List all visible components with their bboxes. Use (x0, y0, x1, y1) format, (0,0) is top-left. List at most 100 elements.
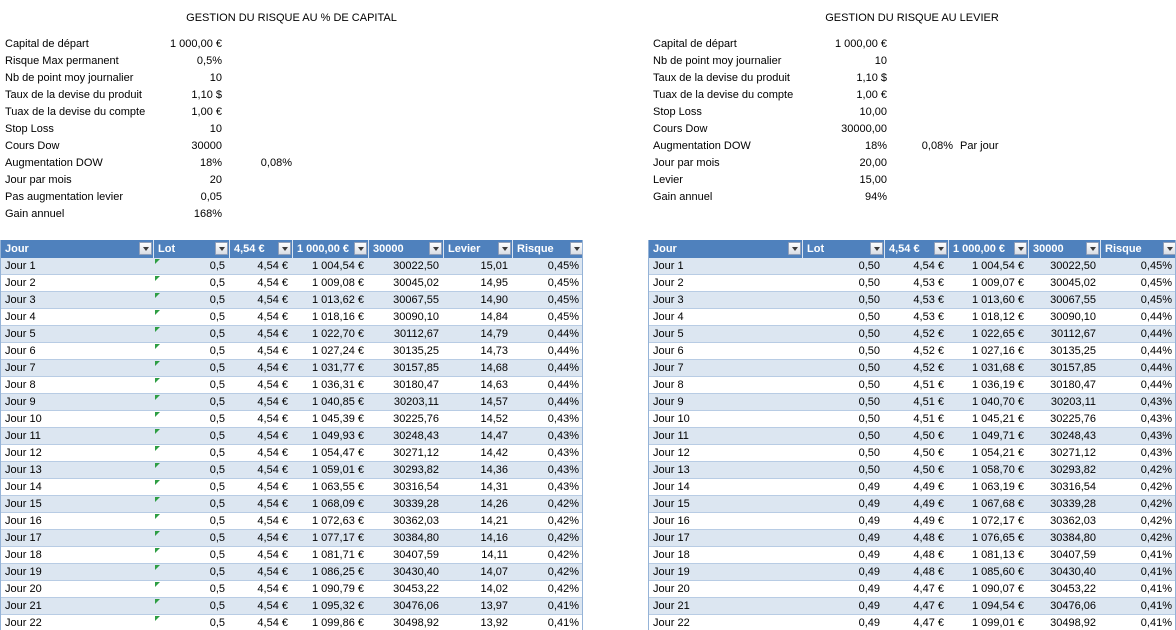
table-cell[interactable]: 30339,28 (393, 498, 439, 510)
param-value-cell[interactable]: 0,05 (200, 191, 222, 203)
table-cell[interactable]: 0,5 (154, 309, 230, 325)
table-cell[interactable]: 1 040,70 € (972, 396, 1024, 408)
table-cell[interactable]: 1 099,01 € (972, 617, 1024, 629)
table-cell[interactable]: 15,01 (480, 260, 508, 272)
table-cell[interactable]: 30498,92 (1050, 617, 1096, 629)
table-cell[interactable]: 1 036,31 € (312, 379, 364, 391)
table-cell[interactable]: 30022,50 (393, 260, 439, 272)
table-cell[interactable]: 0,5 (154, 258, 230, 274)
table-cell[interactable]: Jour 19 (5, 566, 42, 578)
table-cell[interactable]: 1 022,70 € (312, 328, 364, 340)
table-cell[interactable]: 1 063,19 € (972, 481, 1024, 493)
filter-button[interactable] (934, 242, 947, 255)
table-cell[interactable]: 0,50 (858, 430, 880, 442)
table-cell[interactable]: 1 027,24 € (312, 345, 364, 357)
param-value-cell[interactable]: 1 000,00 € (835, 38, 887, 50)
table-cell[interactable]: 0,42% (1140, 515, 1172, 527)
table-cell[interactable]: 1 076,65 € (972, 532, 1024, 544)
table-cell[interactable]: 14,21 (480, 515, 508, 527)
param-value-cell[interactable]: 94% (864, 191, 887, 203)
param-value-cell[interactable]: 18% (199, 157, 222, 169)
filter-button[interactable] (1163, 242, 1175, 255)
table-cell[interactable]: 1 027,16 € (972, 345, 1024, 357)
table-cell[interactable]: 30225,76 (393, 413, 439, 425)
param-value-cell[interactable]: 10 (874, 55, 887, 67)
table-cell[interactable]: 0,43% (1140, 430, 1172, 442)
table-cell[interactable]: Jour 3 (5, 294, 36, 306)
table-cell[interactable]: Jour 8 (653, 379, 684, 391)
table-cell[interactable]: 0,50 (858, 413, 880, 425)
table-cell[interactable]: 0,43% (1140, 447, 1172, 459)
table-cell[interactable]: 0,49 (858, 481, 880, 493)
table-cell[interactable]: 4,47 € (913, 600, 944, 612)
table-cell[interactable]: 1 095,32 € (312, 600, 364, 612)
table-cell[interactable]: 0,42% (1140, 498, 1172, 510)
table-cell[interactable]: 0,45% (547, 260, 579, 272)
table-cell[interactable]: 0,44% (547, 328, 579, 340)
table-cell[interactable]: 30293,82 (1050, 464, 1096, 476)
table-cell[interactable]: Jour 1 (5, 260, 36, 272)
param-value-cell[interactable]: 1,00 € (856, 89, 887, 101)
table-cell[interactable]: 1 068,09 € (312, 498, 364, 510)
table-cell[interactable]: 1 067,68 € (972, 498, 1024, 510)
param-value-cell[interactable]: 30000 (191, 140, 222, 152)
param-value-cell[interactable]: 10,00 (859, 106, 887, 118)
table-cell[interactable]: 0,5 (154, 598, 230, 614)
table-cell[interactable]: 30067,55 (1050, 294, 1096, 306)
table-cell[interactable]: 30090,10 (393, 311, 439, 323)
table-cell[interactable]: 4,52 € (913, 328, 944, 340)
table-cell[interactable]: 4,50 € (913, 447, 944, 459)
param-value-cell[interactable]: 10 (209, 123, 222, 135)
column-header[interactable]: Jour (649, 240, 803, 258)
param-value-cell[interactable]: 168% (193, 208, 222, 220)
table-cell[interactable]: 4,54 € (257, 396, 288, 408)
filter-button[interactable] (278, 242, 291, 255)
table-cell[interactable]: 30112,67 (1050, 328, 1096, 340)
table-cell[interactable]: 0,50 (858, 379, 880, 391)
table-cell[interactable]: 0,44% (547, 362, 579, 374)
table-cell[interactable]: 0,42% (547, 515, 579, 527)
table-cell[interactable]: Jour 10 (5, 413, 42, 425)
table-cell[interactable]: 4,53 € (913, 277, 944, 289)
table-cell[interactable]: 0,5 (154, 513, 230, 529)
column-header[interactable]: 4,54 € (230, 240, 293, 258)
table-cell[interactable]: 13,97 (480, 600, 508, 612)
table-cell[interactable]: Jour 4 (653, 311, 684, 323)
param-value-cell[interactable]: 10 (209, 72, 222, 84)
table-cell[interactable]: 4,50 € (913, 464, 944, 476)
table-cell[interactable]: 0,5 (154, 547, 230, 563)
table-cell[interactable]: 30271,12 (1050, 447, 1096, 459)
table-cell[interactable]: 4,54 € (257, 328, 288, 340)
column-header[interactable]: Lot (803, 240, 885, 258)
param-value-cell[interactable]: 1,10 $ (191, 89, 222, 101)
table-cell[interactable]: 1 086,25 € (312, 566, 364, 578)
table-cell[interactable]: Jour 22 (653, 617, 690, 629)
filter-button[interactable] (215, 242, 228, 255)
table-cell[interactable]: 30453,22 (1050, 583, 1096, 595)
table-cell[interactable]: 1 040,85 € (312, 396, 364, 408)
table-cell[interactable]: 30407,59 (393, 549, 439, 561)
table-cell[interactable]: 30407,59 (1050, 549, 1096, 561)
table-cell[interactable]: 0,44% (1140, 345, 1172, 357)
table-cell[interactable]: 4,48 € (913, 549, 944, 561)
table-cell[interactable]: 0,45% (1140, 277, 1172, 289)
table-cell[interactable]: 1 090,79 € (312, 583, 364, 595)
table-cell[interactable]: 30203,11 (393, 396, 439, 408)
table-cell[interactable]: 0,43% (547, 447, 579, 459)
table-cell[interactable]: 30112,67 (393, 328, 439, 340)
table-cell[interactable]: 4,54 € (257, 549, 288, 561)
table-cell[interactable]: 1 013,60 € (972, 294, 1024, 306)
table-cell[interactable]: 1 054,47 € (312, 447, 364, 459)
table-cell[interactable]: 0,5 (154, 479, 230, 495)
table-cell[interactable]: Jour 2 (653, 277, 684, 289)
filter-button[interactable] (1086, 242, 1099, 255)
table-cell[interactable]: 1 036,19 € (972, 379, 1024, 391)
table-cell[interactable]: 0,44% (547, 396, 579, 408)
table-cell[interactable]: 4,54 € (257, 447, 288, 459)
column-header[interactable]: Lot (154, 240, 230, 258)
table-cell[interactable]: 0,43% (1140, 396, 1172, 408)
table-cell[interactable]: 4,48 € (913, 566, 944, 578)
table-cell[interactable]: 1 031,68 € (972, 362, 1024, 374)
table-cell[interactable]: 1 090,07 € (972, 583, 1024, 595)
table-cell[interactable]: 1 031,77 € (312, 362, 364, 374)
